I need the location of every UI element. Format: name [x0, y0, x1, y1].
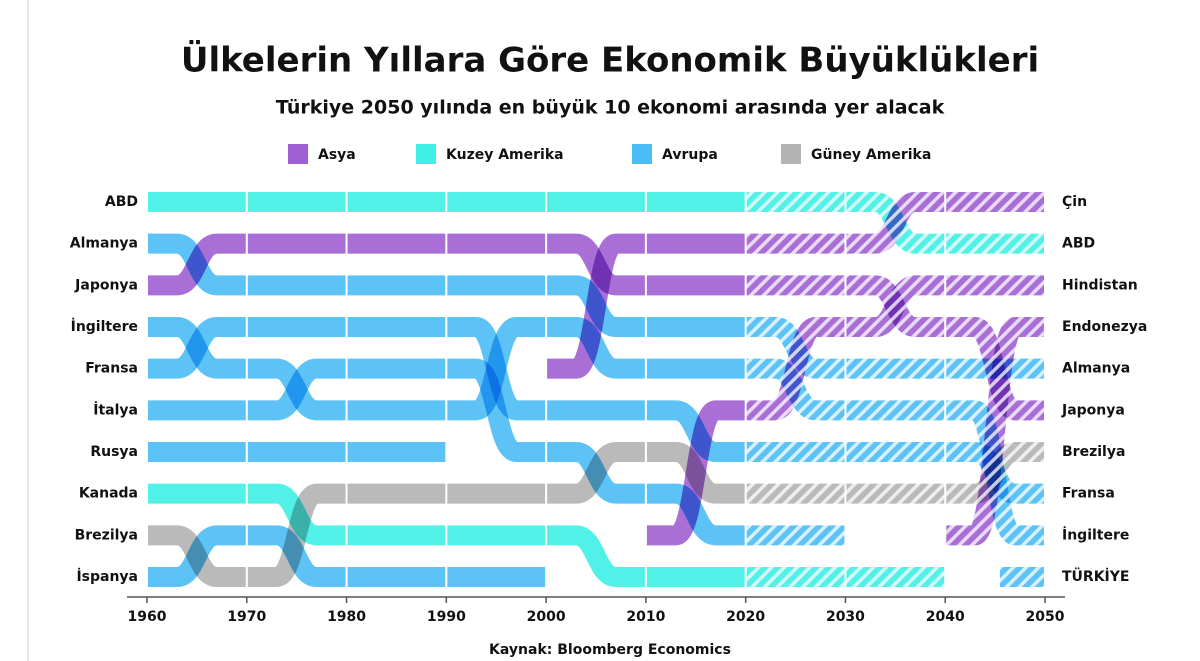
left-label: Brezilya — [75, 527, 138, 543]
legend-swatch — [781, 144, 801, 164]
legend-label: Asya — [318, 147, 356, 163]
right-label: ABD — [1062, 236, 1095, 252]
legend-label: Kuzey Amerika — [446, 147, 564, 163]
left-label: ABD — [105, 194, 138, 210]
x-tick-label: 1990 — [427, 609, 466, 625]
legend-label: Avrupa — [662, 147, 718, 163]
legend-swatch — [632, 144, 652, 164]
legend-swatch — [288, 144, 308, 164]
right-label: Almanya — [1062, 361, 1130, 377]
left-label: İngiltere — [71, 318, 138, 335]
left-label: İspanya — [76, 568, 138, 585]
source-note: Kaynak: Bloomberg Economics — [489, 642, 731, 658]
right-label: Fransa — [1062, 486, 1115, 502]
x-tick-label: 2040 — [926, 609, 965, 625]
right-label: Hindistan — [1062, 277, 1138, 293]
left-label: Kanada — [79, 486, 138, 502]
forecast-hatch — [745, 188, 1045, 591]
overlay: 1960 1970 1980 1990 2000 2010 2020 2030 2040 2050 — [127, 188, 1065, 625]
right-label: Endonezya — [1062, 319, 1147, 335]
legend-label: Güney Amerika — [811, 147, 931, 163]
left-label: Japonya — [74, 277, 138, 293]
x-tick-label: 2020 — [726, 609, 765, 625]
chart-subtitle: Türkiye 2050 yılında en büyük 10 ekonomi… — [276, 97, 945, 119]
x-tick-label: 2000 — [527, 609, 566, 625]
x-tick-label: 2050 — [1026, 609, 1065, 625]
x-tick-label: 1960 — [128, 609, 167, 625]
right-label: Çin — [1062, 194, 1087, 210]
country-band — [147, 358, 846, 546]
chart-title: Ülkelerin Yıllara Göre Ekonomik Büyüklük… — [181, 40, 1039, 81]
left-label: Rusya — [90, 444, 138, 460]
country-band — [147, 525, 547, 587]
right-label: Brezilya — [1062, 444, 1125, 460]
legend-swatch — [416, 144, 436, 164]
x-tick-label: 2010 — [626, 609, 665, 625]
x-tick-label: 1970 — [227, 609, 266, 625]
right-label: TÜRKİYE — [1062, 567, 1129, 585]
left-label: Almanya — [70, 236, 138, 252]
left-label: İtalya — [93, 401, 138, 418]
right-label: Japonya — [1061, 402, 1125, 418]
x-tick-label: 2030 — [826, 609, 865, 625]
left-label: Fransa — [85, 361, 138, 377]
right-label: İngiltere — [1062, 526, 1129, 543]
x-tick-label: 1980 — [327, 609, 366, 625]
